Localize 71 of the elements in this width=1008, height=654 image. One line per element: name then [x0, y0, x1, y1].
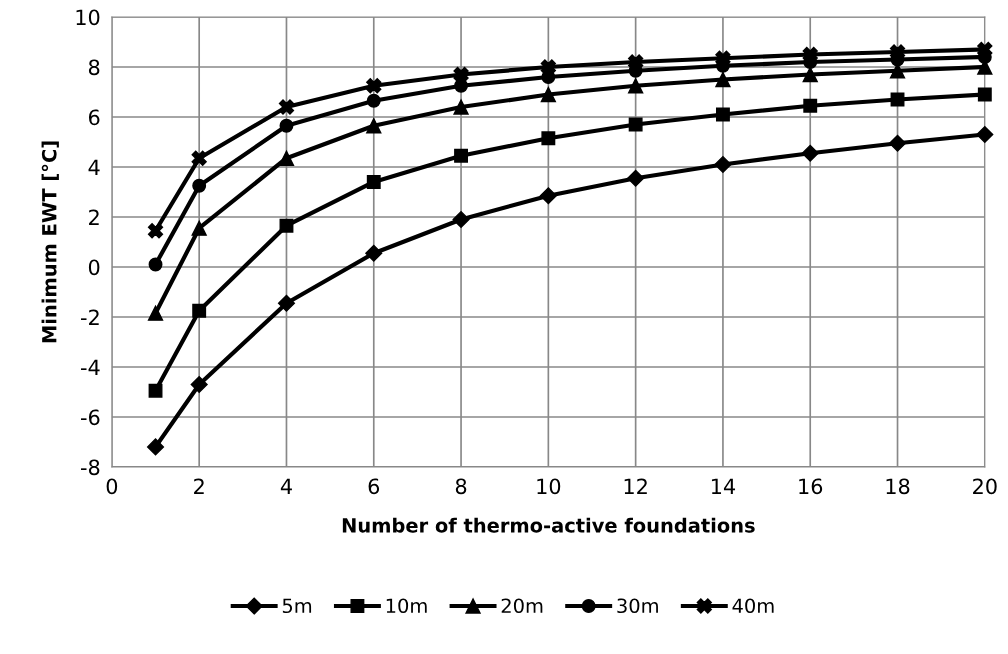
legend-label: 40m — [732, 598, 774, 614]
point — [192, 178, 207, 193]
point — [715, 107, 730, 122]
point — [190, 375, 208, 394]
point — [802, 66, 818, 83]
point — [540, 59, 556, 75]
x-tick-label: 20 — [973, 478, 997, 495]
point — [715, 71, 731, 88]
y-tick-label: 8 — [88, 59, 100, 76]
x-tick-label: 14 — [711, 478, 736, 494]
y-tick-label: 6 — [88, 109, 100, 126]
point — [976, 125, 994, 144]
point — [539, 187, 557, 205]
point — [277, 294, 296, 312]
point — [191, 220, 207, 236]
y-axis-title: Minimum EWT [°C] — [41, 141, 59, 343]
point — [148, 257, 163, 272]
point — [278, 99, 295, 115]
point — [147, 223, 164, 239]
point — [148, 383, 163, 398]
y-tick-label: 2 — [89, 209, 99, 225]
point — [365, 244, 383, 262]
x-tick-label: 8 — [455, 478, 467, 495]
y-tick-label: 0 — [88, 259, 100, 276]
point — [366, 118, 382, 134]
point — [279, 218, 294, 233]
point — [628, 78, 644, 94]
point — [192, 303, 207, 318]
point — [366, 175, 381, 189]
point — [627, 169, 645, 187]
point — [453, 66, 469, 83]
point — [366, 93, 381, 108]
point — [541, 131, 556, 146]
point — [146, 438, 165, 456]
point — [540, 86, 556, 103]
point — [714, 155, 732, 174]
x-tick-label: 12 — [624, 478, 647, 494]
point — [977, 87, 992, 102]
point — [628, 54, 644, 70]
y-tick-label: 10 — [76, 9, 100, 26]
point — [888, 134, 907, 152]
x-axis-title: Number of thermo-active foundations — [342, 517, 755, 533]
point — [801, 144, 819, 162]
x-tick-label: 10 — [537, 478, 561, 495]
point — [452, 210, 470, 229]
legend-label: 5m — [282, 598, 312, 614]
x-tick-label: 6 — [368, 478, 380, 495]
point — [803, 98, 818, 113]
x-tick-label: 2 — [194, 478, 204, 494]
point — [454, 148, 469, 163]
point — [279, 118, 294, 133]
point — [453, 99, 469, 115]
point — [628, 117, 643, 132]
point — [147, 305, 164, 321]
point — [278, 150, 295, 166]
point — [715, 50, 731, 66]
legend-label: 20m — [501, 598, 543, 614]
y-tick-label: -4 — [81, 359, 100, 375]
point — [191, 150, 207, 166]
point — [454, 78, 469, 93]
x-tick-label: 18 — [886, 478, 910, 495]
point — [366, 78, 382, 94]
x-tick-label: 16 — [799, 478, 823, 495]
y-tick-label: -8 — [81, 459, 100, 476]
legend-label: 10m — [386, 598, 427, 614]
legend-label: 30m — [617, 598, 658, 614]
y-tick-label: -6 — [81, 409, 100, 426]
y-tick-label: 4 — [88, 159, 100, 175]
x-tick-label: 4 — [280, 478, 292, 494]
y-tick-label: -2 — [81, 309, 99, 325]
x-tick-label: 0 — [106, 478, 118, 495]
